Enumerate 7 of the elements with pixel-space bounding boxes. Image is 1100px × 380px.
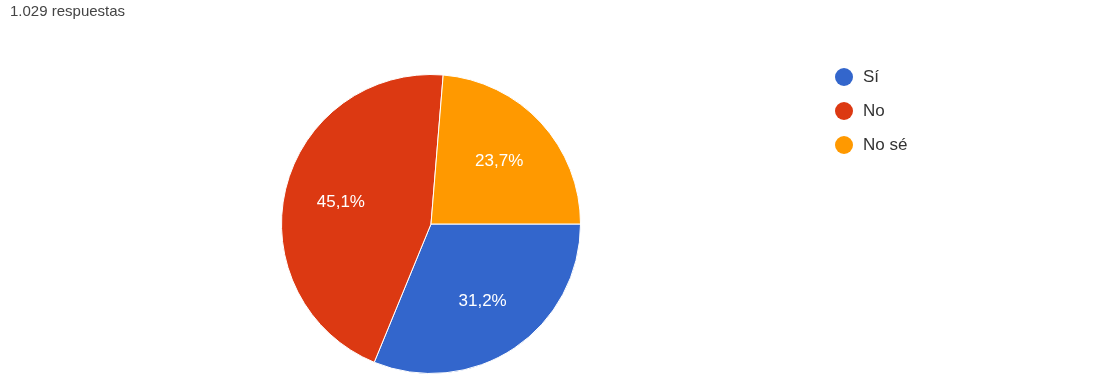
data-label: 23,7% [475, 150, 524, 170]
text: 1.029 respuestas [10, 2, 126, 19]
data-label: 45,1% [316, 192, 365, 212]
legend-label: No [863, 101, 885, 121]
legend-label: Sí [863, 67, 880, 87]
data-label: 31,2% [458, 290, 507, 310]
legend-label: No sé [863, 135, 908, 155]
